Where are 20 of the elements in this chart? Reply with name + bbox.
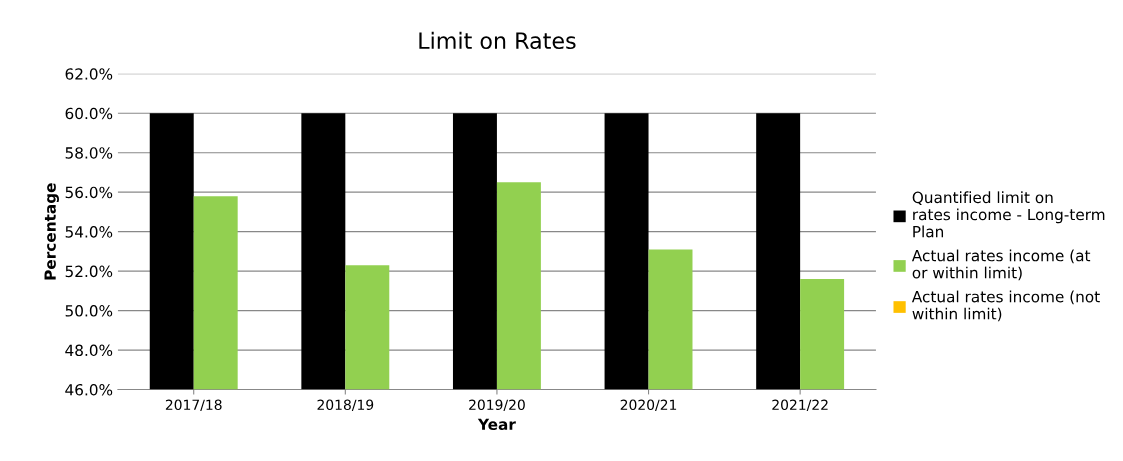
y-tick-label: 54.0% bbox=[65, 226, 113, 238]
x-axis-title: Year bbox=[477, 418, 516, 431]
y-tick-label: 48.0% bbox=[65, 344, 113, 357]
y-axis-title: Percentage bbox=[44, 183, 59, 280]
x-tick-label: 2019/20 bbox=[469, 399, 525, 412]
x-tick-label: 2018/19 bbox=[317, 399, 374, 412]
legend-label: Actual rates income (not within limit) bbox=[911, 290, 1100, 322]
chart-title: Limit on Rates bbox=[419, 31, 576, 50]
y-tick-label: 50.0% bbox=[65, 305, 113, 317]
y-tick-label: 56.0% bbox=[65, 186, 113, 199]
x-tick-label: 2020/21 bbox=[620, 399, 677, 412]
y-tick-label: 58.0% bbox=[65, 147, 113, 159]
x-tick-label: 2021/22 bbox=[772, 399, 828, 412]
y-tick-label: 60.0% bbox=[65, 107, 113, 120]
legend-label: Actual rates income (at or within limit) bbox=[911, 249, 1091, 281]
legend-label: Quantified limit on rates income - Long-term Plan bbox=[912, 191, 1105, 238]
y-tick-label: 52.0% bbox=[65, 265, 113, 278]
x-tick-label: 2017/18 bbox=[165, 399, 222, 412]
y-tick-label: 46.0% bbox=[65, 384, 113, 396]
y-tick-label: 62.0% bbox=[65, 68, 113, 80]
